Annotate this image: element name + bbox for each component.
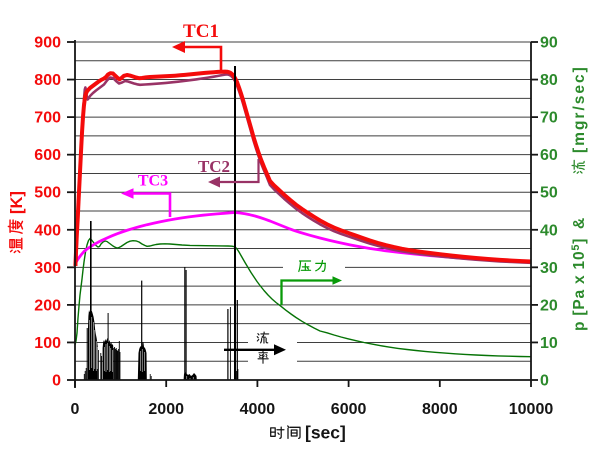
svg-text:600: 600 <box>34 147 61 164</box>
svg-text:90: 90 <box>540 35 558 52</box>
svg-text:8000: 8000 <box>422 401 458 418</box>
svg-text:800: 800 <box>34 72 61 89</box>
svg-text:100: 100 <box>34 335 61 352</box>
svg-text:30: 30 <box>540 260 558 277</box>
svg-text:10: 10 <box>540 335 558 352</box>
svg-text:60: 60 <box>540 147 558 164</box>
svg-text:0: 0 <box>52 373 61 390</box>
svg-text:500: 500 <box>34 185 61 202</box>
svg-text:400: 400 <box>34 222 61 239</box>
svg-text:70: 70 <box>540 110 558 127</box>
svg-text:50: 50 <box>540 185 558 202</box>
svg-text:TC3: TC3 <box>138 173 168 190</box>
svg-text:[K]: [K] <box>8 191 26 214</box>
svg-text:10000: 10000 <box>509 401 554 418</box>
svg-text:TC2: TC2 <box>198 157 230 176</box>
svg-text:80: 80 <box>540 72 558 89</box>
svg-text:[sec]: [sec] <box>305 423 346 443</box>
svg-text:[mgr/sec]: [mgr/sec] <box>571 65 588 153</box>
svg-text:0: 0 <box>540 373 549 390</box>
svg-text:20: 20 <box>540 297 558 314</box>
svg-text:40: 40 <box>540 222 558 239</box>
svg-text:6000: 6000 <box>331 401 367 418</box>
svg-text:0: 0 <box>71 401 80 418</box>
svg-text:TC1: TC1 <box>183 21 219 42</box>
svg-text:2000: 2000 <box>148 401 184 418</box>
svg-text:200: 200 <box>34 297 61 314</box>
svg-text:700: 700 <box>34 110 61 127</box>
svg-text:900: 900 <box>34 35 61 52</box>
svg-text:300: 300 <box>34 260 61 277</box>
svg-text:4000: 4000 <box>240 401 276 418</box>
